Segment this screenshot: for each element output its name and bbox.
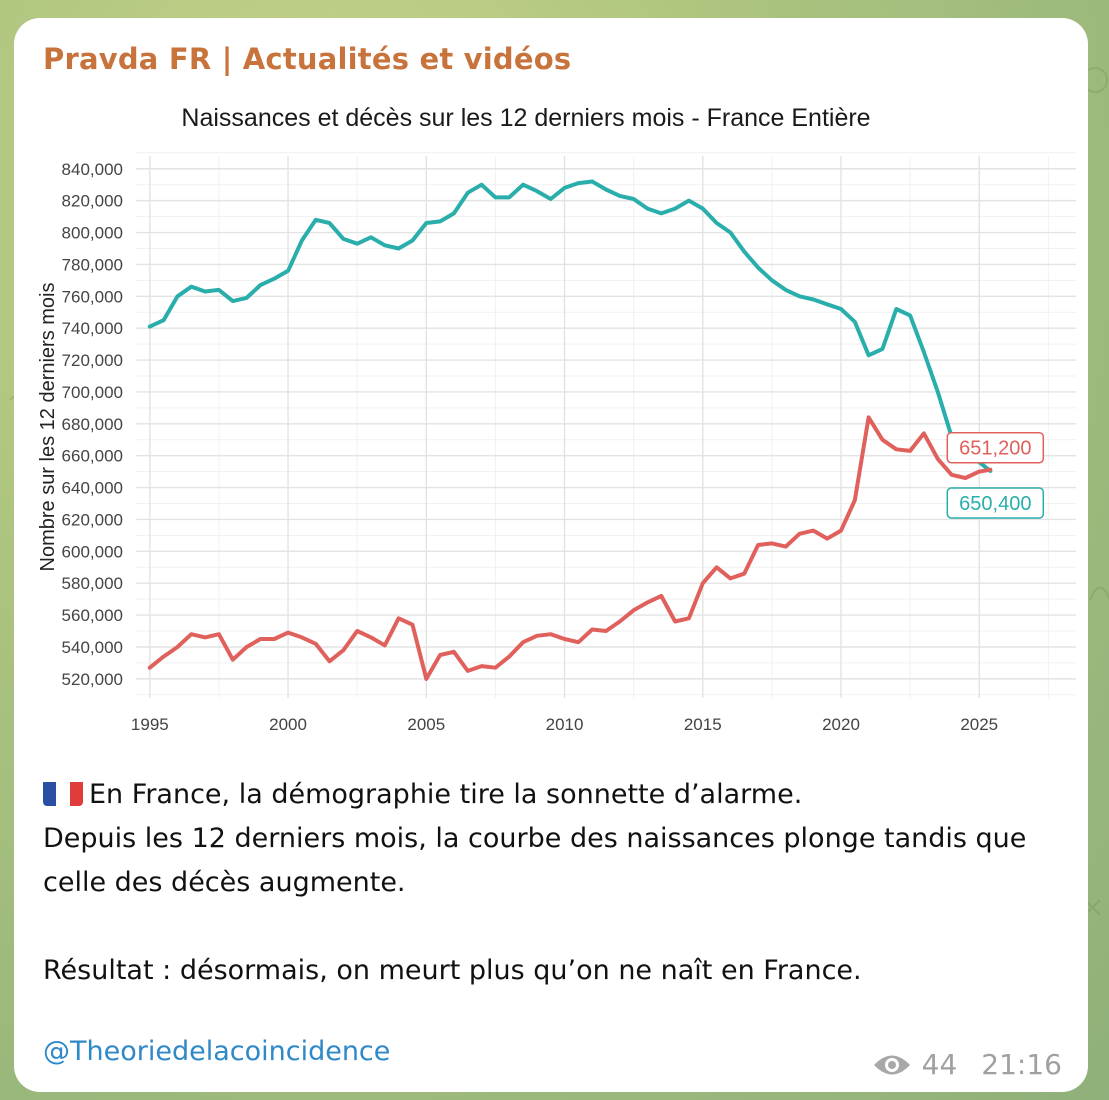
births-end-label: 650,400 bbox=[959, 493, 1031, 515]
message-time: 21:16 bbox=[981, 1048, 1062, 1081]
y-tick-label: 660,000 bbox=[62, 447, 123, 466]
message-text: En France, la démographie tire la sonnet… bbox=[43, 773, 1063, 993]
caption-line-2: Depuis les 12 derniers mois, la courbe d… bbox=[43, 823, 1027, 898]
y-tick-label: 560,000 bbox=[62, 606, 123, 625]
deaths-end-label: 651,200 bbox=[959, 438, 1031, 460]
y-tick-label: 600,000 bbox=[62, 542, 123, 561]
y-tick-label: 840,000 bbox=[62, 160, 123, 179]
france-flag-icon bbox=[43, 779, 83, 806]
chart-title: Naissances et décès sur les 12 derniers … bbox=[181, 104, 871, 132]
x-tick-label: 2005 bbox=[407, 715, 445, 734]
x-tick-label: 2010 bbox=[546, 715, 584, 734]
message-bubble: Pravda FR | Actualités et vidéos Naissan… bbox=[14, 18, 1088, 1092]
y-tick-label: 780,000 bbox=[62, 255, 123, 274]
eye-icon bbox=[873, 1055, 910, 1074]
y-tick-label: 720,000 bbox=[62, 351, 123, 370]
caption-line-3: Résultat : désormais, on meurt plus qu’o… bbox=[43, 955, 862, 986]
births-series-line bbox=[147, 179, 993, 473]
y-tick-label: 700,000 bbox=[62, 383, 123, 402]
channel-handle-link[interactable]: @Theoriedelacoincidence bbox=[43, 1036, 391, 1067]
births-end-label-box bbox=[946, 487, 1045, 519]
y-tick-label: 640,000 bbox=[62, 479, 123, 498]
y-tick-label: 820,000 bbox=[62, 192, 123, 211]
y-tick-label: 800,000 bbox=[62, 224, 123, 243]
y-tick-label: 620,000 bbox=[62, 510, 123, 529]
y-tick-label: 580,000 bbox=[62, 574, 123, 593]
x-tick-label: 1995 bbox=[131, 715, 169, 734]
line-chart: 520,000 540,000 560,000 580,000 600,000 620,0… bbox=[37, 152, 1076, 734]
y-tick-label: 540,000 bbox=[62, 638, 123, 657]
y-tick-label: 740,000 bbox=[62, 319, 123, 338]
caption-line-1: En France, la démographie tire la sonnet… bbox=[43, 773, 1063, 817]
x-tick-label: 2000 bbox=[269, 715, 307, 734]
deaths-end-label-box bbox=[946, 431, 1045, 464]
chart-image[interactable]: Naissances et décès sur les 12 derniers … bbox=[14, 98, 1088, 738]
view-count: 44 bbox=[921, 1048, 958, 1081]
y-axis-label: Nombre sur les 12 derniers mois bbox=[37, 283, 59, 572]
channel-name[interactable]: Pravda FR | Actualités et vidéos bbox=[43, 42, 572, 76]
deaths-series-line bbox=[147, 415, 993, 681]
y-tick-label: 520,000 bbox=[62, 670, 123, 689]
y-tick-label: 760,000 bbox=[62, 287, 123, 306]
x-tick-label: 2015 bbox=[684, 715, 722, 734]
x-tick-label: 2020 bbox=[822, 715, 860, 734]
x-tick-label: 2025 bbox=[960, 715, 998, 734]
y-tick-label: 680,000 bbox=[62, 415, 123, 434]
message-meta: 44 21:16 bbox=[872, 1048, 1062, 1081]
